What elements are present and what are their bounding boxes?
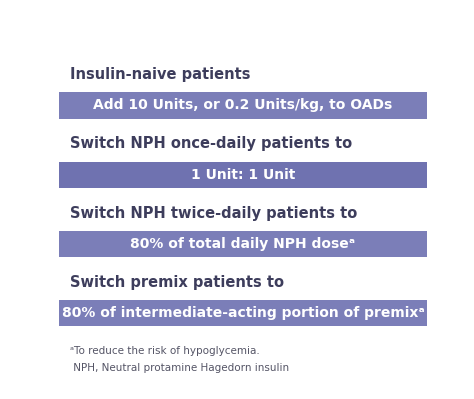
Text: 1 Unit: 1 Unit: 1 Unit: 1 Unit	[191, 168, 295, 182]
Bar	[59, 300, 427, 326]
Text: Switch premix patients to: Switch premix patients to	[70, 275, 284, 290]
Bar	[59, 231, 427, 257]
Text: NPH, Neutral protamine Hagedorn insulin: NPH, Neutral protamine Hagedorn insulin	[70, 363, 290, 373]
Text: Add 10 Units, or 0.2 Units/kg, to OADs: Add 10 Units, or 0.2 Units/kg, to OADs	[93, 99, 392, 113]
Bar	[59, 93, 427, 119]
Text: 80% of intermediate-acting portion of premixᵃ: 80% of intermediate-acting portion of pr…	[62, 306, 424, 320]
Text: 80% of total daily NPH doseᵃ: 80% of total daily NPH doseᵃ	[130, 237, 356, 251]
Text: Switch NPH once-daily patients to: Switch NPH once-daily patients to	[70, 136, 352, 151]
Bar	[59, 162, 427, 188]
Text: Switch NPH twice-daily patients to: Switch NPH twice-daily patients to	[70, 205, 357, 221]
Text: Insulin-naive patients: Insulin-naive patients	[70, 67, 251, 82]
Text: ᵃTo reduce the risk of hypoglycemia.: ᵃTo reduce the risk of hypoglycemia.	[70, 346, 260, 356]
